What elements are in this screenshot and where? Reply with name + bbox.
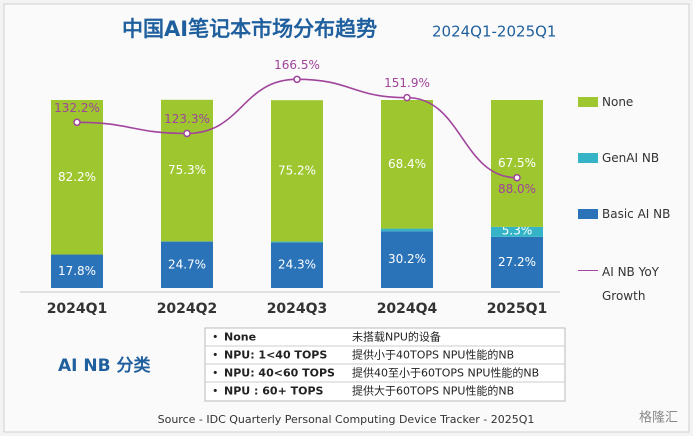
bar-segment <box>271 242 323 288</box>
line-point <box>73 118 81 127</box>
legend-label: Basic AI NB <box>602 207 671 221</box>
line-label: 123.3% <box>164 112 210 126</box>
bar-segment <box>381 100 433 229</box>
line-label: 166.5% <box>274 58 320 72</box>
bullet: • <box>212 385 219 398</box>
line-label: 88.0% <box>498 182 536 196</box>
data-label: 24.7% <box>168 257 206 271</box>
chart-title: 中国AI笔记本市场分布趋势 <box>122 17 377 41</box>
legend-item: AI NB YoY Growth <box>576 260 686 308</box>
legend-label: AI NB YoY Growth <box>602 265 659 303</box>
data-label: 82.2% <box>58 170 96 184</box>
x-tick-label: 2025Q1 <box>487 301 548 317</box>
x-tick-label: 2024Q4 <box>377 301 438 317</box>
legend: None GenAI NB Basic AI NB AI NB YoY Growth <box>576 92 686 344</box>
chart-subtitle: 2024Q1-2025Q1 <box>432 23 556 41</box>
legend-swatch <box>578 270 598 271</box>
legend-label: GenAI NB <box>602 151 660 165</box>
table-cell: None <box>224 331 256 344</box>
table-title: AI NB 分类 <box>58 355 152 376</box>
data-label: 17.8% <box>58 264 96 278</box>
bar-segment <box>491 226 543 237</box>
bar-segment <box>271 100 323 242</box>
legend-label: None <box>602 95 634 109</box>
table-cell: NPU: 40<60 TOPS <box>224 367 335 380</box>
bar-segment <box>491 100 543 227</box>
bullet: • <box>212 331 219 344</box>
data-label: 75.3% <box>168 163 206 177</box>
table-cell: 提供40至小于60TOPS NPU性能的NB <box>352 366 539 380</box>
x-tick-label: 2024Q2 <box>157 301 218 317</box>
source: Source - IDC Quarterly Personal Computin… <box>158 413 535 426</box>
bar-segment <box>161 241 213 288</box>
line-label: 151.9% <box>384 76 430 90</box>
data-label: 27.2% <box>498 255 536 269</box>
legend-swatch <box>578 97 598 107</box>
line-point <box>293 75 301 84</box>
bar-segment <box>271 241 323 243</box>
bar-segment <box>381 228 433 232</box>
data-label: 24.3% <box>278 258 316 272</box>
legend-item: GenAI NB <box>576 148 686 168</box>
x-tick-label: 2024Q3 <box>267 301 328 317</box>
bullet: • <box>212 349 219 362</box>
bar-segment <box>381 231 433 288</box>
line-point <box>513 173 521 182</box>
bar-segment <box>491 236 543 288</box>
legend-swatch <box>578 209 598 219</box>
data-label: 30.2% <box>388 252 426 266</box>
watermark: 格隆汇 <box>639 410 678 426</box>
table-cell: 提供小于40TOPS NPU性能的NB <box>352 348 514 362</box>
line-label: 132.2% <box>54 101 100 115</box>
bar-segment <box>161 99 213 242</box>
data-label: 68.4% <box>388 157 426 171</box>
legend-swatch <box>578 153 598 163</box>
line-point <box>183 129 191 138</box>
legend-item: None <box>576 92 686 112</box>
data-label: 75.2% <box>278 163 316 177</box>
x-tick-label: 2024Q1 <box>47 301 108 317</box>
bar-segment <box>51 254 103 288</box>
table-cell: 未搭载NPU的设备 <box>352 330 441 344</box>
line-point <box>403 93 411 102</box>
table-cell: NPU: 1<40 TOPS <box>224 349 327 362</box>
table-cell: NPU : 60+ TOPS <box>224 385 324 398</box>
data-label: 67.5% <box>498 156 536 170</box>
bullet: • <box>212 367 219 380</box>
legend-item: Basic AI NB <box>576 204 686 224</box>
table-cell: 提供大于60TOPS NPU性能的NB <box>352 384 514 398</box>
